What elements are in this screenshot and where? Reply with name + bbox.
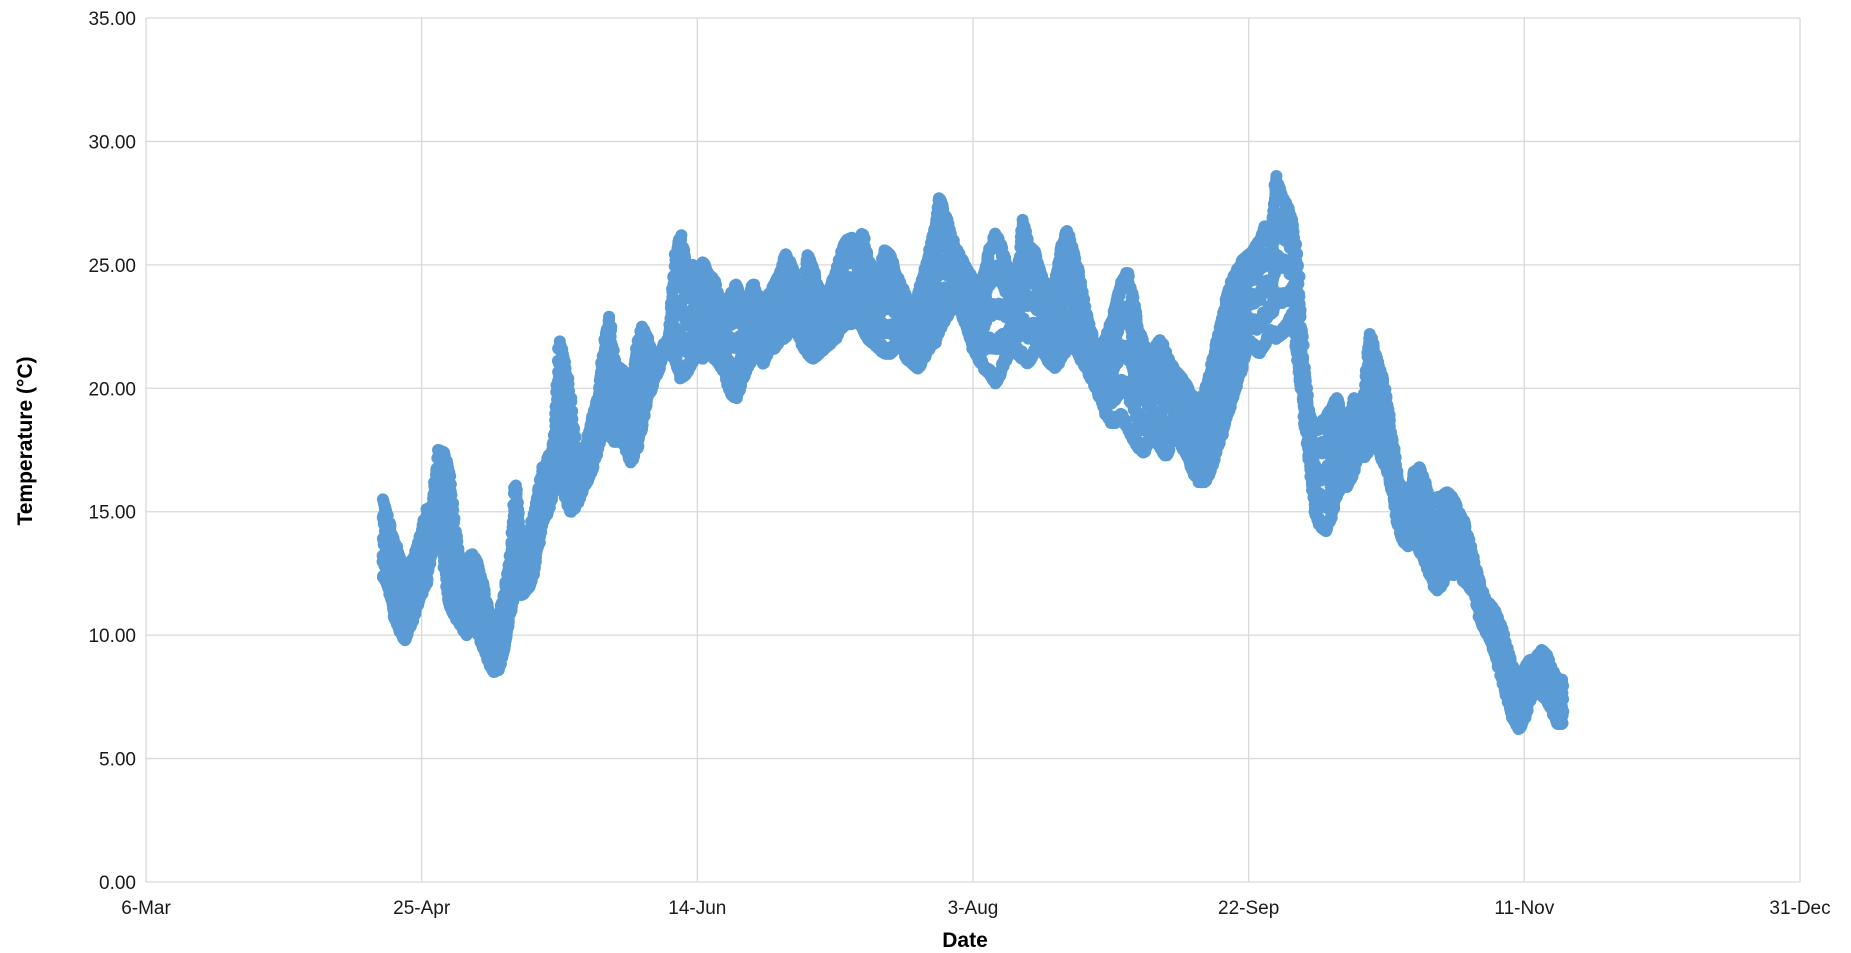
- data-points: [376, 169, 1570, 735]
- vertical-gridlines: [145, 18, 1801, 882]
